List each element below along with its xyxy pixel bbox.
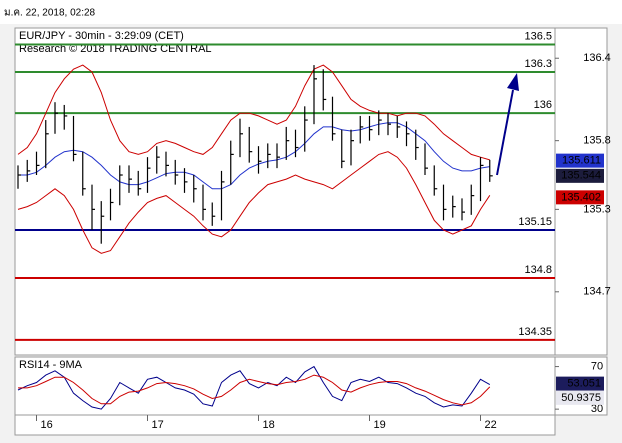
rsi-line	[17, 365, 491, 410]
forecast-arrowhead	[507, 73, 519, 91]
y-tick-label: 134.7	[583, 286, 611, 298]
indicator-line	[17, 151, 491, 254]
x-tick-label: 16	[41, 419, 53, 431]
y-tick-label: 70	[591, 360, 603, 372]
level-label: 136.3	[524, 58, 552, 70]
value-box-label: 135.544	[561, 170, 601, 182]
chart-title: EUR/JPY - 30min - 3:29:09 (CET)	[19, 30, 184, 42]
marks: 136.4 135.8 135.3 134.7 136.5 136.3 136 135.15 1…	[15, 30, 611, 431]
value-box	[556, 390, 604, 405]
forecast-arrow	[496, 89, 514, 176]
level-label: 136	[534, 99, 552, 111]
indicator-line	[18, 122, 490, 190]
chart-subtitle: Research © 2018 TRADING CENTRAL	[19, 43, 212, 55]
y-tick-label: 30	[591, 403, 603, 415]
level-label: 134.35	[518, 326, 552, 338]
top-strip	[0, 0, 622, 24]
rsi-title: RSI14 - 9MA	[19, 359, 83, 371]
time-axis	[14, 414, 556, 436]
indicator-line	[17, 64, 490, 161]
level-label: 134.8	[524, 264, 552, 276]
rsi-line	[18, 374, 491, 406]
value-box-label: 53.051	[567, 378, 601, 390]
x-tick-label: 22	[485, 419, 497, 431]
value-box	[556, 168, 604, 183]
value-box-label: 135.402	[561, 191, 601, 203]
level-label: 135.15	[518, 216, 552, 228]
price-panel	[14, 27, 556, 356]
value-box	[556, 376, 604, 391]
level-label: 136.5	[524, 30, 552, 42]
x-tick-label: 18	[263, 419, 275, 431]
value-box	[556, 153, 604, 168]
x-tick-label: 17	[152, 419, 164, 431]
value-box	[556, 190, 604, 205]
rsi-panel	[14, 356, 556, 416]
x-tick-label: 19	[374, 419, 386, 431]
value-box-label: 135.611	[562, 155, 601, 167]
value-box-label: 50.9375	[561, 392, 601, 404]
y-tick-label: 136.4	[583, 52, 611, 64]
y-tick-label: 135.3	[583, 203, 611, 215]
timestamp: ม.ค. 22, 2018, 02:28	[4, 8, 96, 19]
y-tick-label: 135.8	[583, 135, 611, 147]
